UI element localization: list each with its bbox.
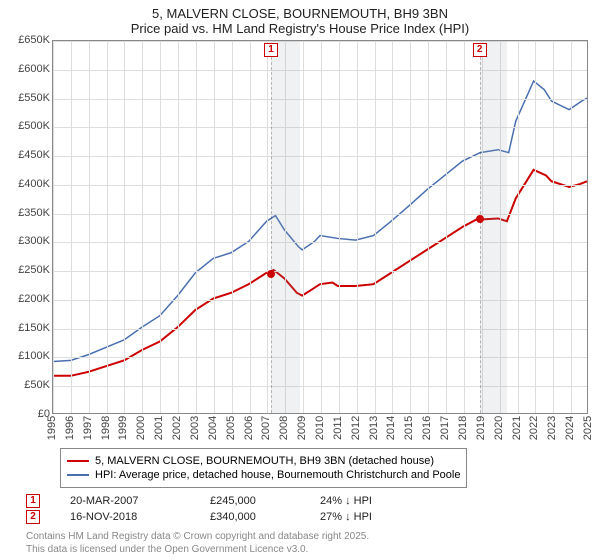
y-axis-label: £300K [18, 235, 50, 247]
y-axis-label: £200K [18, 293, 50, 305]
x-axis-label: 2015 [403, 416, 415, 440]
chart-title-block: 5, MALVERN CLOSE, BOURNEMOUTH, BH9 3BN P… [8, 6, 592, 36]
legend-swatch [67, 460, 89, 462]
x-axis-label: 2013 [368, 416, 380, 440]
legend-label: HPI: Average price, detached house, Bour… [95, 469, 460, 481]
y-axis-label: £350K [18, 207, 50, 219]
legend-item: HPI: Average price, detached house, Bour… [67, 469, 460, 481]
transaction-marker-ref: 1 [26, 494, 40, 508]
x-axis-label: 2009 [296, 416, 308, 440]
x-axis-label: 2000 [135, 416, 147, 440]
x-axis-label: 2014 [385, 416, 397, 440]
y-axis-label: £650K [18, 34, 50, 46]
x-axis-label: 2002 [171, 416, 183, 440]
x-axis-label: 1999 [117, 416, 129, 440]
x-axis-label: 2010 [314, 416, 326, 440]
y-axis: £0£50K£100K£150K£200K£250K£300K£350K£400… [8, 40, 52, 414]
y-axis-label: £400K [18, 178, 50, 190]
y-axis-label: £100K [18, 350, 50, 362]
y-axis-label: £600K [18, 63, 50, 75]
x-axis-label: 1995 [46, 416, 58, 440]
transaction-date: 20-MAR-2007 [70, 495, 180, 507]
x-axis-label: 2024 [564, 416, 576, 440]
y-axis-label: £50K [24, 379, 50, 391]
x-axis-label: 2020 [493, 416, 505, 440]
x-axis-label: 2016 [421, 416, 433, 440]
x-axis-label: 2019 [475, 416, 487, 440]
transaction-row: 1 20-MAR-2007 £245,000 24% ↓ HPI [26, 494, 592, 508]
footer-line-2: This data is licensed under the Open Gov… [26, 543, 592, 556]
transaction-table: 1 20-MAR-2007 £245,000 24% ↓ HPI 2 16-NOV-201… [26, 494, 592, 524]
legend-swatch [67, 474, 89, 476]
x-axis-label: 2004 [207, 416, 219, 440]
y-axis-label: £150K [18, 322, 50, 334]
x-axis-label: 1998 [100, 416, 112, 440]
x-axis-label: 2005 [225, 416, 237, 440]
x-axis: 1995199619971998199920002001200220032004… [52, 414, 588, 440]
transaction-dot [267, 270, 275, 278]
chart-subtitle: Price paid vs. HM Land Registry's House … [8, 21, 592, 36]
x-axis-label: 2007 [260, 416, 272, 440]
transaction-marker: 1 [264, 43, 278, 57]
transaction-marker-ref: 2 [26, 510, 40, 524]
transaction-price: £340,000 [210, 511, 290, 523]
y-axis-label: £500K [18, 120, 50, 132]
plot-area: 12 [52, 40, 588, 414]
x-axis-label: 2018 [457, 416, 469, 440]
x-axis-label: 2008 [278, 416, 290, 440]
x-axis-label: 2025 [582, 416, 594, 440]
transaction-date: 16-NOV-2018 [70, 511, 180, 523]
x-axis-label: 2023 [546, 416, 558, 440]
transaction-shade [271, 41, 300, 413]
transaction-dot [476, 215, 484, 223]
series-line [53, 170, 587, 376]
x-axis-label: 2006 [243, 416, 255, 440]
legend: 5, MALVERN CLOSE, BOURNEMOUTH, BH9 3BN (… [60, 448, 467, 488]
x-axis-label: 2001 [153, 416, 165, 440]
y-axis-label: £450K [18, 149, 50, 161]
x-axis-label: 2017 [439, 416, 451, 440]
chart-area: £0£50K£100K£150K£200K£250K£300K£350K£400… [8, 40, 592, 440]
x-axis-label: 1996 [64, 416, 76, 440]
transaction-shade [480, 41, 507, 413]
x-axis-label: 2021 [511, 416, 523, 440]
x-axis-label: 2003 [189, 416, 201, 440]
chart-title: 5, MALVERN CLOSE, BOURNEMOUTH, BH9 3BN [8, 6, 592, 21]
transaction-row: 2 16-NOV-2018 £340,000 27% ↓ HPI [26, 510, 592, 524]
x-axis-label: 2011 [332, 416, 344, 440]
y-axis-label: £250K [18, 264, 50, 276]
x-axis-label: 1997 [82, 416, 94, 440]
transaction-delta: 24% ↓ HPI [320, 495, 372, 507]
footer-attribution: Contains HM Land Registry data © Crown c… [26, 530, 592, 556]
legend-label: 5, MALVERN CLOSE, BOURNEMOUTH, BH9 3BN (… [95, 455, 434, 467]
transaction-price: £245,000 [210, 495, 290, 507]
x-axis-label: 2022 [528, 416, 540, 440]
y-axis-label: £550K [18, 92, 50, 104]
footer-line-1: Contains HM Land Registry data © Crown c… [26, 530, 592, 543]
transaction-delta: 27% ↓ HPI [320, 511, 372, 523]
legend-item: 5, MALVERN CLOSE, BOURNEMOUTH, BH9 3BN (… [67, 455, 460, 467]
x-axis-label: 2012 [350, 416, 362, 440]
transaction-marker: 2 [473, 43, 487, 57]
